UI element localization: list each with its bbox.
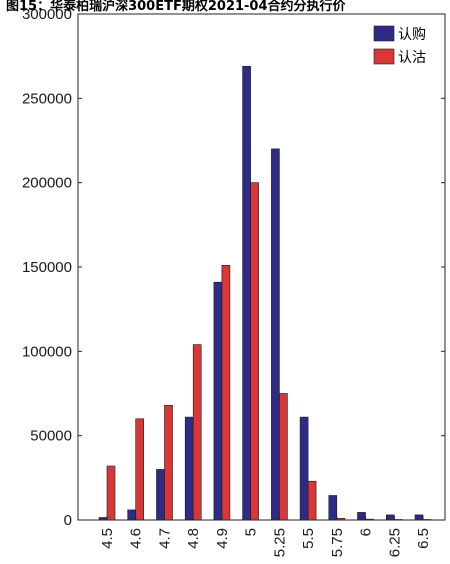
bar-put-4.9 xyxy=(221,264,231,521)
bar-put-5 xyxy=(250,182,259,521)
y-tick-label: 150000 xyxy=(22,259,72,276)
bar-call-4.5 xyxy=(98,517,108,521)
x-tick-label: 5 xyxy=(243,528,260,536)
bar-put-6.5 xyxy=(422,519,432,521)
y-axis: 0 50000 100000 150000 200000 250000 300000 xyxy=(22,6,445,529)
bar-put-6.25 xyxy=(393,519,403,521)
y-tick-label: 100000 xyxy=(22,343,72,360)
bar-put-5.5 xyxy=(307,480,317,521)
legend-swatch xyxy=(373,25,395,42)
x-tick-label: 6 xyxy=(358,528,375,536)
bar-put-4.7 xyxy=(164,404,173,521)
x-tick-label: 5.25 xyxy=(271,528,288,557)
bar-put-5.75 xyxy=(336,517,346,521)
x-tick-label: 6.5 xyxy=(415,528,432,549)
x-axis: 4.5 4.6 4.7 4.8 4.9 5 5.25 5.5 5.75 6 6.25 6.5 xyxy=(99,516,432,557)
bar-put-4.8 xyxy=(192,344,202,521)
bar-call-4.6 xyxy=(127,509,136,521)
bar-call-5 xyxy=(242,66,251,521)
y-tick-label: 250000 xyxy=(22,90,72,107)
y-tick-label: 0 xyxy=(64,512,72,529)
bar-call-4.9 xyxy=(213,281,223,521)
y-tick-label: 50000 xyxy=(30,428,72,445)
x-tick-label: 4.9 xyxy=(214,528,231,549)
bar-put-4.5 xyxy=(106,465,116,521)
x-tick-label: 5.5 xyxy=(300,528,317,549)
x-tick-label: 4.5 xyxy=(99,528,116,549)
bar-put-4.6 xyxy=(135,418,144,521)
x-tick-label: 6.25 xyxy=(386,528,403,557)
x-tick-label: 4.7 xyxy=(156,528,173,549)
bar-call-6 xyxy=(357,512,366,521)
x-tick-label: 4.6 xyxy=(128,528,145,549)
bars-group xyxy=(98,66,432,521)
legend-label: 认购 xyxy=(398,27,426,43)
bar-call-4.8 xyxy=(184,416,194,521)
legend-swatch xyxy=(373,48,395,65)
y-tick-label: 300000 xyxy=(22,6,72,23)
bar-put-6 xyxy=(365,518,374,521)
bar-call-4.7 xyxy=(156,469,165,521)
bar-put-5.25 xyxy=(279,393,288,521)
chart-title: 图15：华泰柏瑞沪深300ETF期权2021-04合约分执行价 xyxy=(6,0,347,14)
plot-area xyxy=(77,13,446,521)
bar-call-5.5 xyxy=(299,416,309,521)
bar-call-5.25 xyxy=(271,148,280,521)
legend-label: 认沽 xyxy=(398,50,426,66)
bar-call-6.25 xyxy=(385,514,395,521)
bar-call-5.75 xyxy=(328,495,338,521)
x-tick-label: 4.8 xyxy=(185,528,202,549)
y-tick-label: 200000 xyxy=(22,175,72,192)
x-tick-label: 5.75 xyxy=(329,528,346,557)
bar-call-6.5 xyxy=(414,514,424,521)
